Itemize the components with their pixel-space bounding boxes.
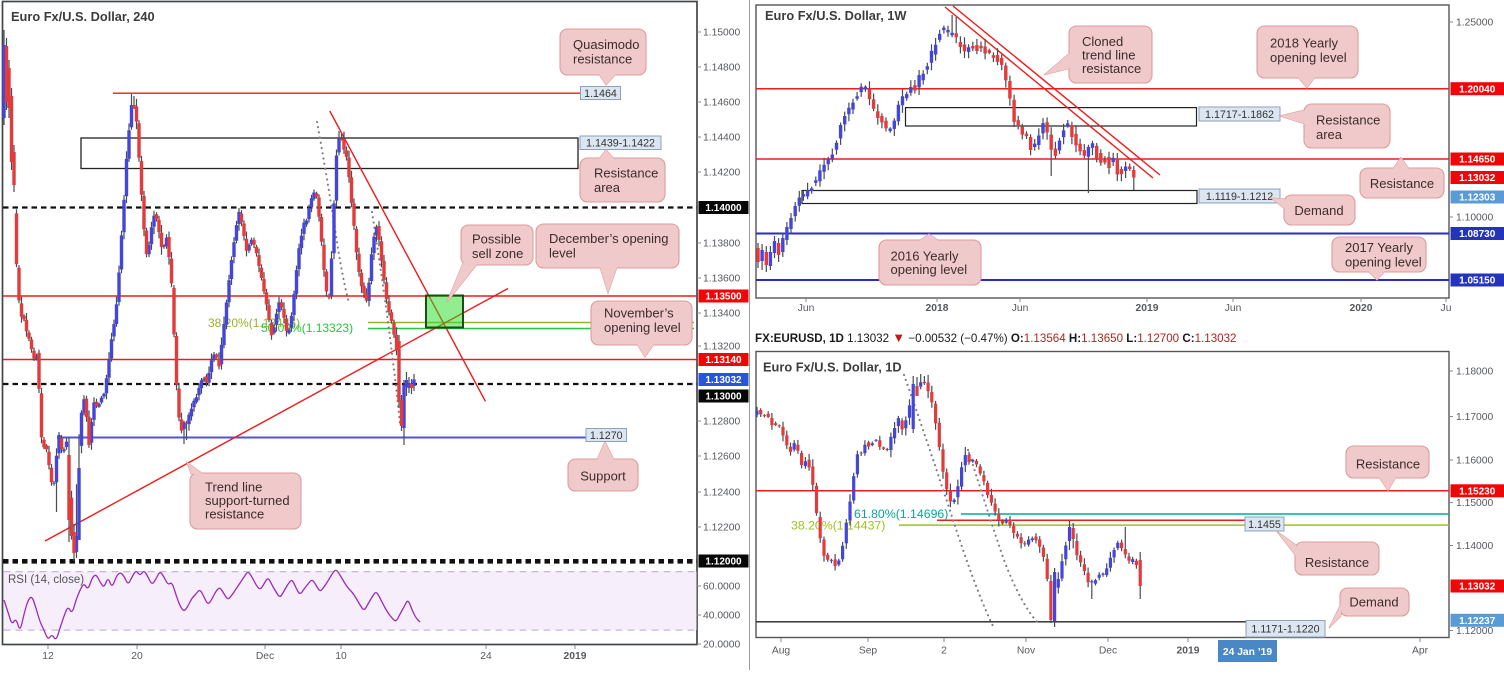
- svg-text:level: level: [549, 246, 576, 261]
- svg-text:2019: 2019: [1136, 303, 1159, 314]
- svg-text:20.0000: 20.0000: [703, 640, 740, 651]
- svg-text:2018: 2018: [926, 303, 949, 314]
- svg-text:24 Jan ’19: 24 Jan ’19: [1223, 647, 1273, 658]
- svg-text:Resistance: Resistance: [1370, 176, 1434, 191]
- svg-text:Resistance: Resistance: [1316, 113, 1380, 128]
- svg-text:1.1439-1.1422: 1.1439-1.1422: [586, 138, 655, 150]
- svg-text:1.25000: 1.25000: [1456, 18, 1493, 29]
- svg-text:November’s: November’s: [604, 306, 674, 321]
- svg-text:1.13032: 1.13032: [705, 375, 742, 386]
- svg-text:opening level: opening level: [891, 262, 968, 277]
- svg-text:2019: 2019: [564, 651, 587, 662]
- svg-text:1.13000: 1.13000: [705, 392, 742, 403]
- svg-text:1.12237: 1.12237: [1459, 616, 1496, 627]
- svg-text:1.12000: 1.12000: [1456, 626, 1493, 637]
- svg-text:1.1455: 1.1455: [1248, 519, 1281, 531]
- svg-text:Resistance: Resistance: [594, 166, 658, 181]
- svg-text:1.14600: 1.14600: [703, 98, 740, 109]
- svg-text:Euro Fx/U.S. Dollar, 1D: Euro Fx/U.S. Dollar, 1D: [763, 360, 902, 375]
- svg-text:Jun: Jun: [798, 303, 815, 314]
- svg-text:1.10000: 1.10000: [1456, 213, 1493, 224]
- svg-text:Jun: Jun: [1012, 303, 1029, 314]
- svg-text:sell zone: sell zone: [472, 246, 523, 261]
- svg-text:1.1717-1.1862: 1.1717-1.1862: [1205, 109, 1274, 121]
- svg-text:1.1171-1.1220: 1.1171-1.1220: [1251, 624, 1319, 636]
- svg-text:opening level: opening level: [1270, 50, 1347, 65]
- svg-text:1.16000: 1.16000: [1456, 456, 1493, 467]
- svg-text:Euro Fx/U.S. Dollar, 240: Euro Fx/U.S. Dollar, 240: [11, 9, 155, 24]
- svg-text:1.12600: 1.12600: [703, 452, 740, 463]
- svg-text:1.12303: 1.12303: [1459, 193, 1496, 204]
- svg-text:Ju: Ju: [1441, 303, 1452, 314]
- svg-text:1.13032: 1.13032: [1459, 582, 1496, 593]
- svg-text:1.08730: 1.08730: [1459, 229, 1496, 240]
- svg-text:1.14650: 1.14650: [1459, 155, 1496, 166]
- svg-text:10: 10: [335, 651, 347, 662]
- svg-text:38.20%(1.14437): 38.20%(1.14437): [791, 519, 885, 533]
- svg-text:RSI (14, close): RSI (14, close): [8, 574, 84, 586]
- svg-text:December’s opening: December’s opening: [549, 231, 668, 246]
- svg-text:1.05150: 1.05150: [1459, 276, 1496, 287]
- svg-text:1.20040: 1.20040: [1459, 84, 1496, 95]
- svg-text:1.12000: 1.12000: [705, 557, 742, 568]
- svg-text:1.15000: 1.15000: [703, 28, 740, 39]
- svg-text:60.0000: 60.0000: [703, 582, 740, 593]
- svg-text:Euro Fx/U.S. Dollar, 1W: Euro Fx/U.S. Dollar, 1W: [765, 8, 907, 23]
- svg-text:1.17000: 1.17000: [1456, 412, 1493, 423]
- svg-text:area: area: [1316, 127, 1343, 142]
- svg-text:Possible: Possible: [472, 232, 521, 247]
- svg-text:2017 Yearly: 2017 Yearly: [1345, 240, 1413, 255]
- svg-text:Resistance: Resistance: [1356, 457, 1420, 472]
- svg-text:1.13200: 1.13200: [703, 342, 740, 353]
- svg-text:1.1464: 1.1464: [584, 88, 617, 100]
- svg-text:1.13140: 1.13140: [705, 355, 742, 366]
- svg-text:Sep: Sep: [859, 646, 878, 657]
- svg-text:opening level: opening level: [604, 320, 681, 335]
- svg-text:1.13800: 1.13800: [703, 239, 740, 250]
- svg-text:Resistance: Resistance: [1305, 555, 1369, 570]
- svg-text:2018 Yearly: 2018 Yearly: [1270, 36, 1338, 51]
- svg-text:1.12200: 1.12200: [703, 523, 740, 534]
- svg-text:Support: Support: [580, 469, 626, 484]
- svg-text:20: 20: [131, 651, 143, 662]
- svg-text:1.13400: 1.13400: [703, 309, 740, 320]
- svg-text:2: 2: [941, 646, 947, 657]
- svg-text:resistance: resistance: [573, 52, 632, 67]
- svg-text:40.0000: 40.0000: [703, 611, 740, 622]
- svg-text:resistance: resistance: [205, 506, 264, 521]
- svg-text:Dec: Dec: [256, 651, 274, 662]
- svg-text:1.15230: 1.15230: [1459, 486, 1496, 497]
- svg-text:Demand: Demand: [1294, 203, 1343, 218]
- svg-text:1.12400: 1.12400: [703, 488, 740, 499]
- svg-text:1.18000: 1.18000: [1456, 367, 1493, 378]
- svg-text:Demand: Demand: [1349, 595, 1398, 610]
- svg-text:2020: 2020: [1350, 303, 1373, 314]
- svg-text:1.1119-1.1212: 1.1119-1.1212: [1206, 191, 1273, 203]
- svg-text:12: 12: [42, 651, 54, 662]
- svg-text:Quasimodo: Quasimodo: [573, 37, 639, 52]
- svg-text:1.13500: 1.13500: [705, 292, 742, 303]
- svg-text:Nov: Nov: [1017, 646, 1036, 657]
- svg-text:1.15000: 1.15000: [1456, 498, 1493, 509]
- svg-text:opening level: opening level: [1345, 255, 1422, 270]
- svg-text:area: area: [594, 180, 621, 195]
- svg-text:1.12800: 1.12800: [703, 417, 740, 428]
- svg-text:1.14000: 1.14000: [1456, 541, 1493, 552]
- svg-text:Apr: Apr: [1412, 646, 1429, 657]
- svg-text:resistance: resistance: [1082, 61, 1141, 76]
- svg-text:1.13600: 1.13600: [703, 274, 740, 285]
- svg-text:1.1270: 1.1270: [590, 430, 623, 442]
- svg-text:Jun: Jun: [1225, 303, 1242, 314]
- svg-text:FX:EURUSD, 1D 1.13032 ▼ −0.00: FX:EURUSD, 1D 1.13032 ▼ −0.00532 (−0.47%…: [755, 330, 1237, 345]
- svg-text:2019: 2019: [1177, 646, 1200, 657]
- svg-text:1.14400: 1.14400: [703, 133, 740, 144]
- svg-text:24: 24: [480, 651, 492, 662]
- svg-text:1.14200: 1.14200: [703, 168, 740, 179]
- svg-text:1.13032: 1.13032: [1459, 173, 1496, 184]
- svg-text:1.14000: 1.14000: [705, 203, 742, 214]
- svg-text:Aug: Aug: [772, 646, 791, 657]
- svg-text:Dec: Dec: [1099, 646, 1117, 657]
- svg-text:1.14800: 1.14800: [703, 63, 740, 74]
